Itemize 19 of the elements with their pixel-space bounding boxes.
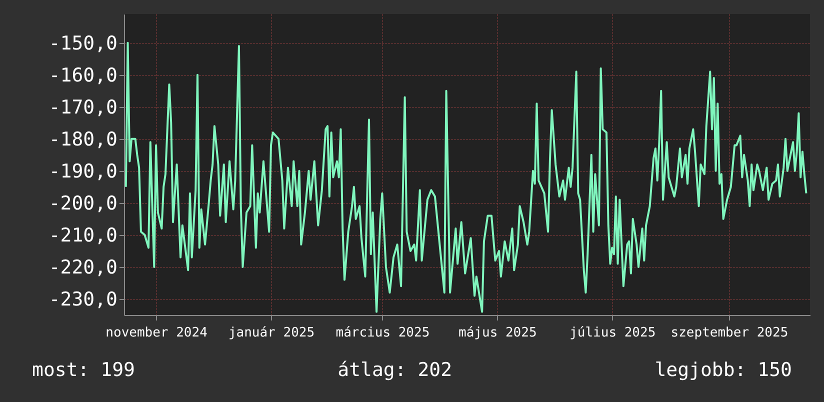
x-tick-label: november 2024 [106,326,208,340]
text: átlag: 202 [338,359,452,381]
y-tick-label: -190,0 [48,160,118,182]
x-tick-label: május 2025 [458,326,537,340]
y-tick-label: -210,0 [48,224,118,246]
x-tick-label: július 2025 [570,326,656,340]
y-tick-label: -160,0 [48,64,118,86]
y-tick-label: -230,0 [48,288,118,310]
x-tick-label: január 2025 [228,326,315,340]
text: legjobb: 150 [654,359,792,381]
text: most: 199 [32,359,135,381]
y-tick-label: -170,0 [48,96,118,118]
line-series [124,42,808,313]
x-tick-label: március 2025 [336,326,430,340]
y-tick-label: -200,0 [48,192,118,214]
y-tick-label: -150,0 [48,32,118,54]
x-tick-label: szeptember 2025 [670,326,788,340]
y-tick-label: -180,0 [48,128,118,150]
y-tick-label: -220,0 [48,256,118,278]
